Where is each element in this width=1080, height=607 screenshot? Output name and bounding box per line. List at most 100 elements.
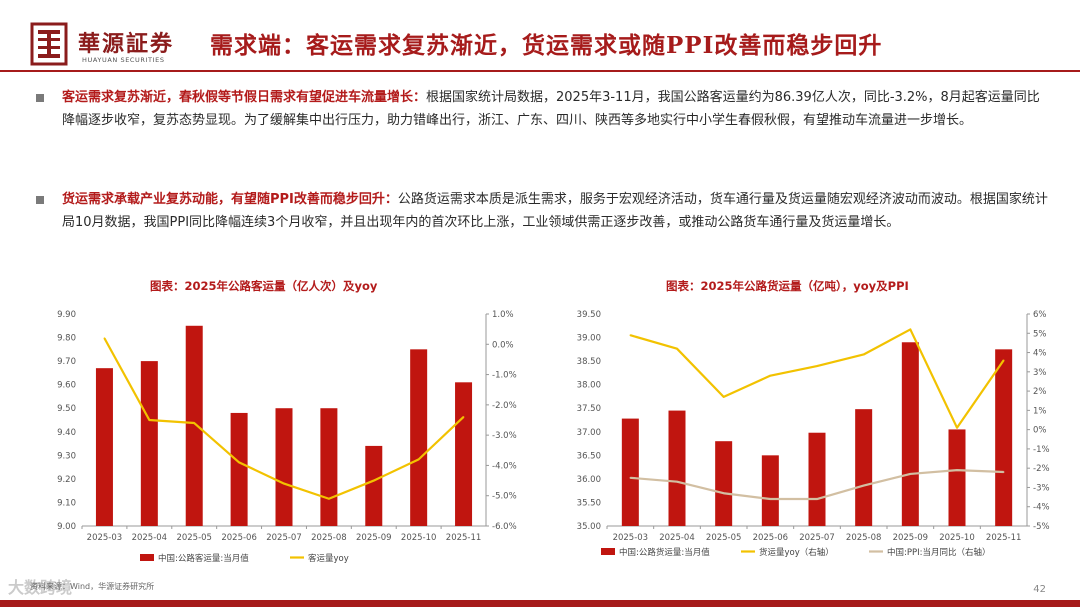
bar (320, 408, 338, 526)
line-point (816, 365, 818, 367)
bar (95, 368, 113, 526)
line-point (862, 353, 865, 356)
line-point (193, 422, 196, 424)
x-tick-label: 2025-03 (613, 533, 649, 543)
logo-subtitle: HUAYUAN SECURITIES (82, 56, 165, 64)
y-tick-label: 9.70 (57, 357, 76, 367)
legend-swatch (601, 548, 615, 555)
line-point (956, 469, 958, 471)
y-tick-label: 9.40 (57, 428, 76, 438)
line-point (862, 484, 865, 487)
x-tick-label: 2025-09 (356, 533, 392, 543)
line-point (769, 374, 772, 377)
line-point (676, 347, 678, 350)
y2-tick-label: -2% (1033, 464, 1050, 474)
freight-chart: 35.00 35.50 36.00 36.50 37.00 37.50 38.00 38.50… (577, 310, 1050, 558)
y-tick-label: 9.00 (57, 522, 76, 532)
legend-label: 中国:公路客运量:当月值 (158, 553, 249, 564)
y-tick-label: 9.80 (57, 334, 76, 344)
y2-tick-label: 0.0% (492, 340, 514, 350)
y-tick-label: 35.50 (577, 498, 601, 508)
line-point (676, 480, 678, 483)
y2-tick-label: -3.0% (492, 431, 517, 441)
line-point (816, 498, 818, 500)
bar (995, 349, 1013, 526)
x-tick-label: 2025-05 (176, 533, 212, 543)
legend-swatch (140, 554, 154, 561)
line-point (328, 497, 330, 500)
x-tick-label: 2025-11 (986, 533, 1022, 543)
bullet-freight: 货运需求承载产业复苏动能，有望随PPI改善而稳步回升：公路货运需求本质是派生需求… (36, 188, 1052, 234)
bar (275, 408, 293, 526)
line-point (909, 328, 912, 331)
y-tick-label: 38.50 (577, 357, 601, 367)
y-tick-label: 38.00 (577, 381, 601, 391)
series-line (630, 328, 1005, 429)
y2-tick-label: -5.0% (492, 492, 517, 502)
line-point (629, 477, 632, 479)
page-number: 42 (1033, 584, 1046, 595)
y-tick-label: 35.00 (577, 522, 601, 532)
bullet-square-icon (36, 196, 44, 204)
bullet-square-icon (36, 94, 44, 102)
x-tick-label: 2025-05 (706, 533, 742, 543)
bar (901, 342, 919, 526)
x-tick-label: 2025-08 (846, 533, 882, 543)
bar (230, 412, 248, 526)
y2-tick-label: 0% (1033, 426, 1047, 436)
line-point (372, 479, 375, 482)
x-tick-label: 2025-10 (401, 533, 437, 543)
line-point (722, 492, 725, 495)
legend-label: 中国:PPI:当月同比（右轴） (887, 547, 991, 558)
header-divider (0, 70, 1080, 72)
y2-tick-label: 4% (1033, 349, 1047, 359)
y2-tick-label: 6% (1033, 310, 1047, 320)
y-tick-label: 36.00 (577, 475, 601, 485)
line-point (769, 498, 772, 500)
x-tick-label: 2025-04 (659, 533, 695, 543)
y2-tick-label: -5% (1033, 522, 1050, 532)
line-point (283, 482, 285, 485)
y2-tick-label: 1% (1033, 406, 1047, 416)
y-tick-label: 9.60 (57, 381, 76, 391)
y-tick-label: 9.10 (57, 498, 76, 508)
y2-tick-label: 2% (1033, 387, 1047, 397)
y2-tick-label: -4% (1033, 503, 1050, 513)
page-title: 需求端：客运需求复苏渐近，货运需求或随PPI改善而稳步回升 (210, 32, 883, 59)
chart-title-passenger: 图表：2025年公路客运量（亿人次）及yoy (150, 279, 378, 293)
y2-tick-label: 5% (1033, 329, 1047, 339)
legend-label: 客运量yoy (308, 553, 349, 564)
line-point (238, 461, 240, 464)
y-tick-label: 37.00 (577, 428, 601, 438)
y2-tick-label: -3% (1033, 483, 1050, 493)
x-tick-label: 2025-11 (446, 533, 482, 543)
logo-text: 華源証券 (78, 31, 175, 57)
x-tick-label: 2025-06 (221, 533, 257, 543)
bar (365, 445, 383, 526)
bar (185, 325, 203, 526)
watermark: 大数跨境 (8, 578, 73, 597)
line-point (956, 426, 958, 429)
x-tick-label: 2025-09 (893, 533, 929, 543)
x-tick-label: 2025-04 (132, 533, 168, 543)
y2-tick-label: -1.0% (492, 371, 517, 381)
x-tick-label: 2025-08 (311, 533, 347, 543)
bar (410, 349, 428, 526)
bar (140, 361, 158, 526)
y2-tick-label: -4.0% (492, 461, 517, 471)
header: 華源証券 HUAYUAN SECURITIES 需求端：客运需求复苏渐近，货运需… (0, 0, 1080, 72)
line-point (148, 419, 151, 421)
line-point (462, 416, 465, 418)
y-tick-label: 39.50 (577, 310, 601, 320)
y2-tick-label: -1% (1033, 445, 1050, 455)
line-point (417, 458, 420, 461)
x-tick-label: 2025-03 (87, 533, 123, 543)
y-tick-label: 9.50 (57, 404, 76, 414)
legend-label: 中国:公路货运量:当月值 (619, 547, 710, 558)
legend-label: 货运量yoy（右轴） (759, 547, 834, 558)
bar (715, 441, 733, 526)
bullet-lead: 客运需求复苏渐近，春秋假等节假日需求有望促进车流量增长： (62, 90, 427, 105)
line-point (103, 337, 106, 340)
y-tick-label: 36.50 (577, 451, 601, 461)
bar (761, 455, 779, 526)
